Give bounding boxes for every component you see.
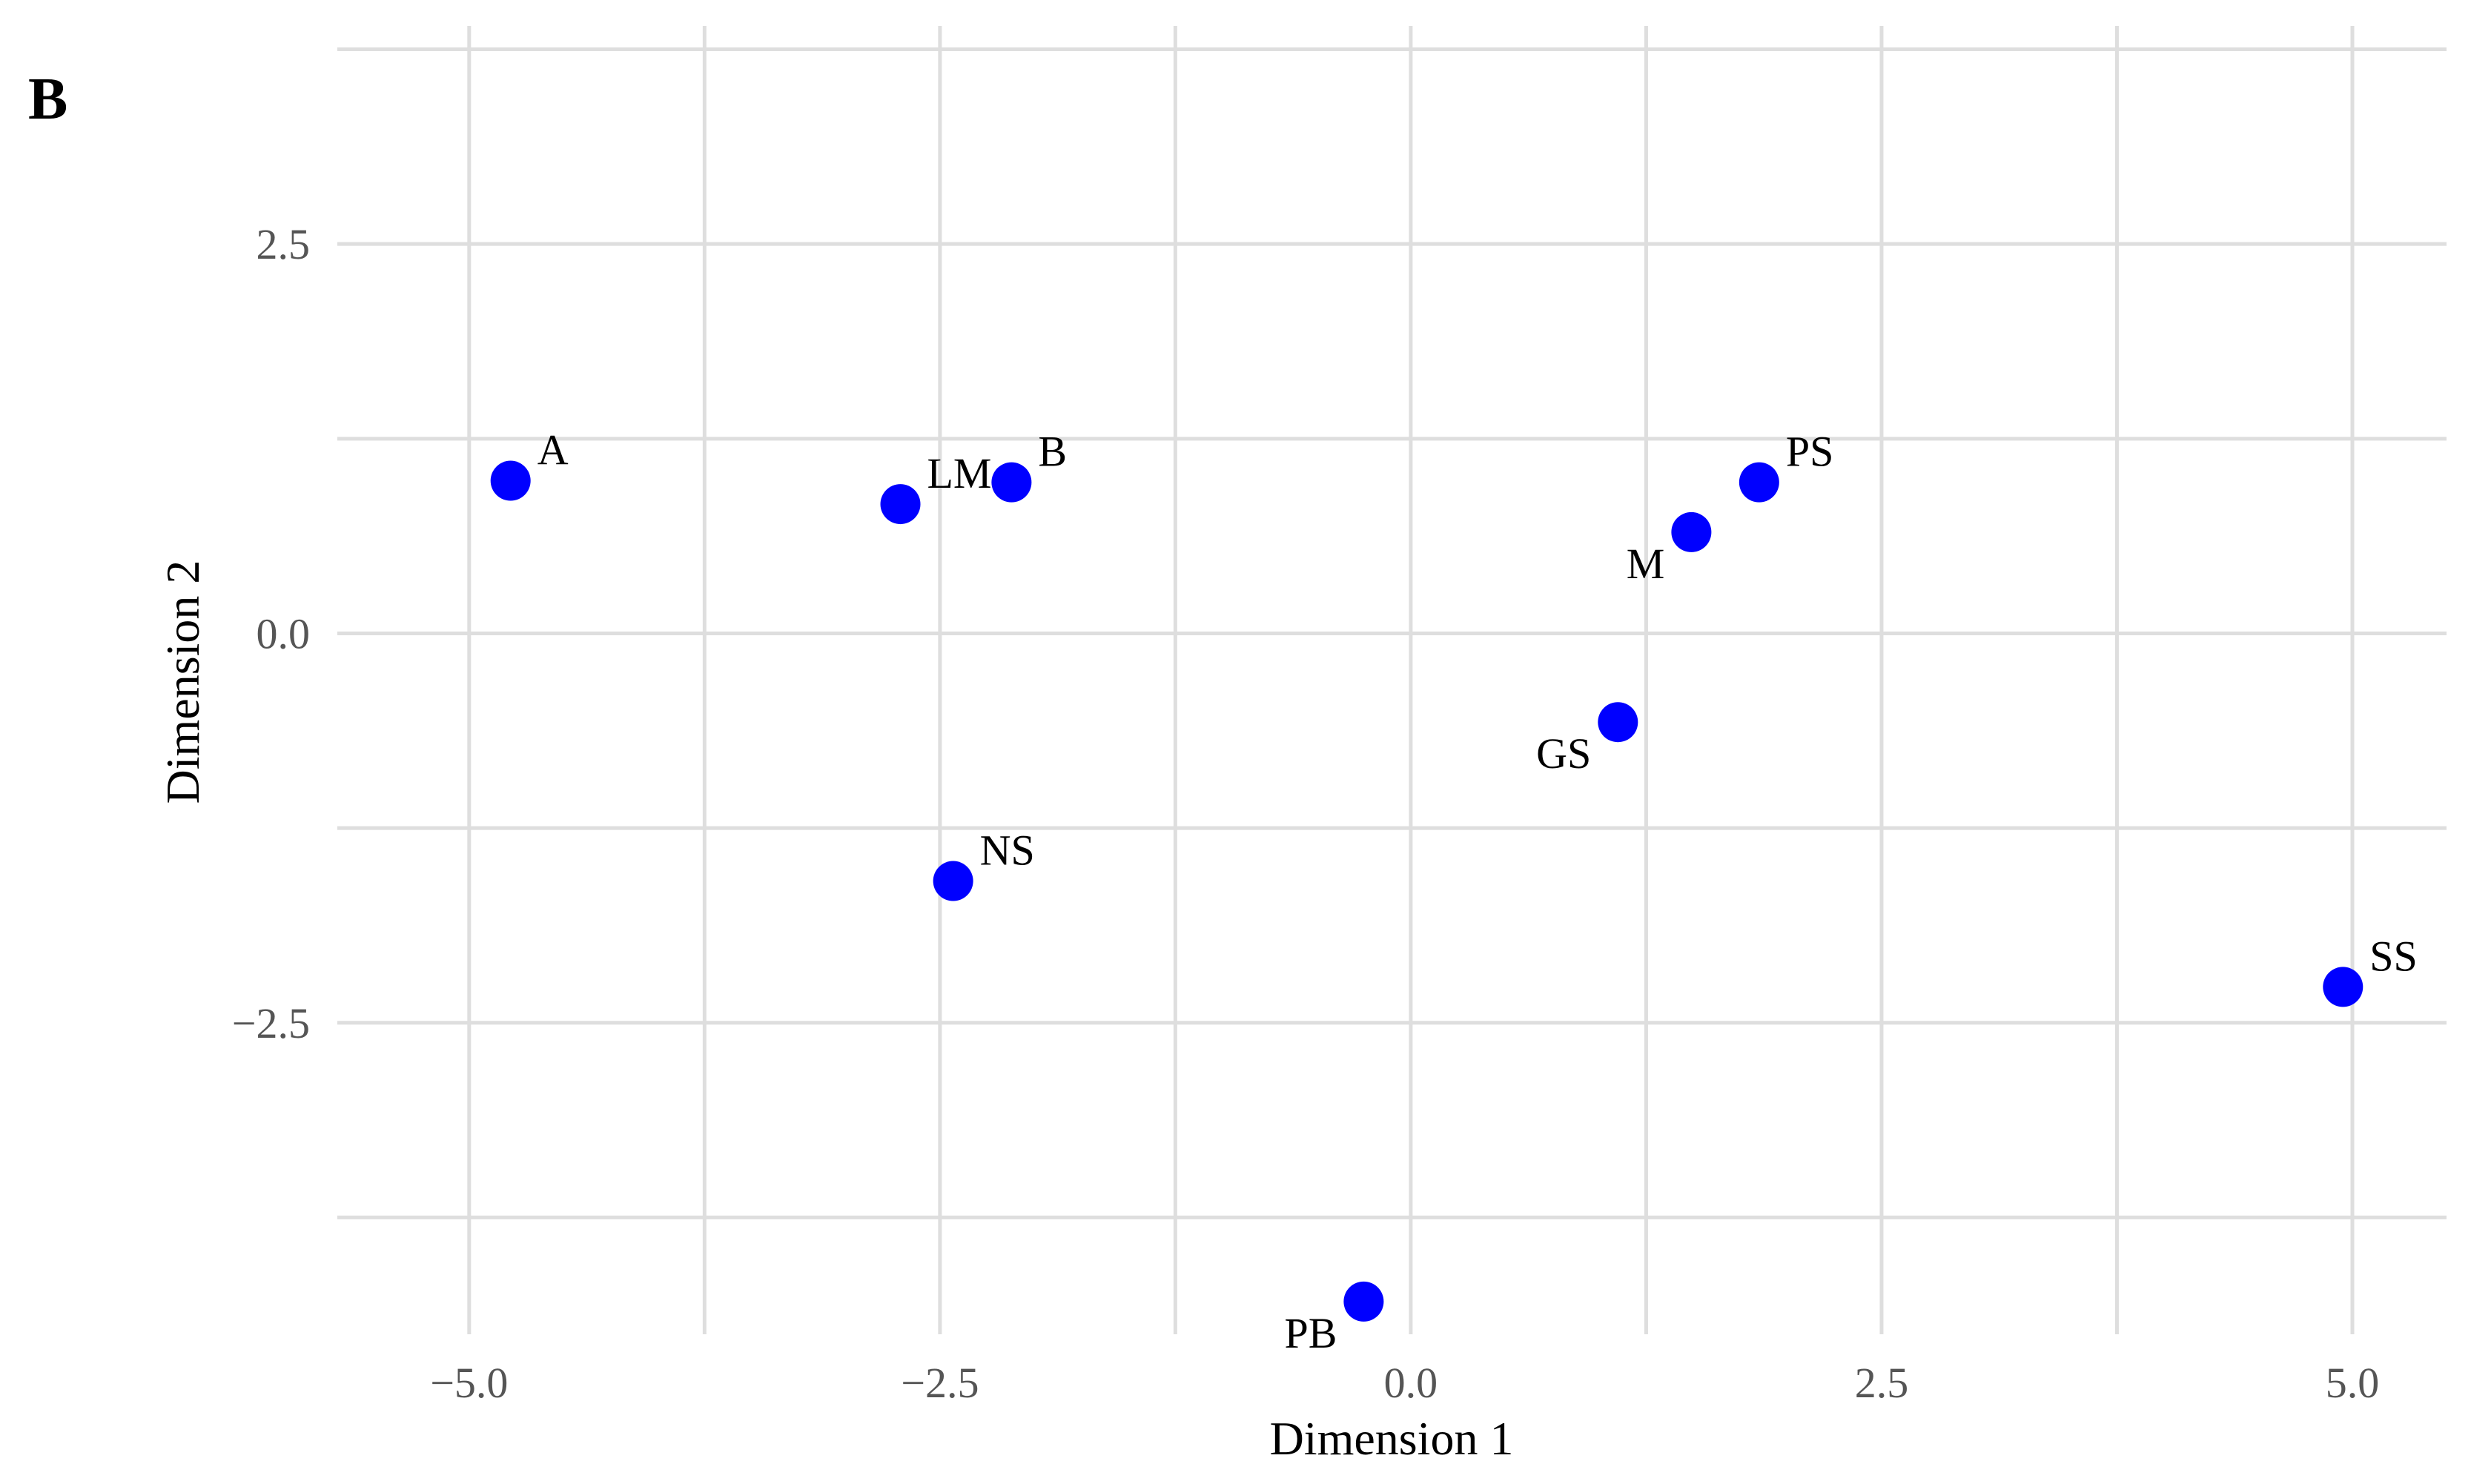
- x-axis-title: Dimension 1: [1270, 1412, 1514, 1465]
- data-point: [880, 484, 921, 525]
- y-tick-label: 2.5: [257, 220, 311, 268]
- data-point: [933, 861, 973, 901]
- data-point: [1343, 1281, 1384, 1322]
- data-point: [1598, 702, 1638, 743]
- panel-letter: B: [28, 67, 67, 132]
- data-point: [2323, 967, 2364, 1007]
- y-tick-label: −2.5: [232, 999, 310, 1047]
- data-point: [1671, 511, 1712, 552]
- y-tick-label: 0.0: [257, 609, 311, 657]
- data-point-label: M: [1627, 540, 1665, 588]
- data-point-label: B: [1038, 428, 1067, 476]
- data-point-label: GS: [1536, 729, 1591, 778]
- x-tick-label: 5.0: [2326, 1359, 2380, 1407]
- data-point-label: PS: [1786, 428, 1834, 476]
- data-point-label: SS: [2369, 932, 2418, 980]
- data-points: ALMBNSPBGSMPSGNSS: [490, 426, 2418, 1357]
- data-point-label: NS: [980, 827, 1035, 875]
- y-axis-title: Dimension 2: [156, 560, 209, 804]
- data-point: [991, 462, 1032, 503]
- data-point-label: PB: [1284, 1309, 1337, 1357]
- grid: [337, 26, 2447, 1334]
- x-tick-label: 0.0: [1384, 1359, 1438, 1407]
- x-tick-label: −2.5: [901, 1359, 979, 1407]
- x-tick-labels: −5.0 −2.5 0.0 2.5 5.0: [430, 1359, 2379, 1407]
- data-point: [1739, 462, 1779, 503]
- y-tick-labels: −2.5 0.0 2.5: [232, 220, 310, 1047]
- x-tick-label: 2.5: [1855, 1359, 1909, 1407]
- data-point-label: A: [537, 426, 569, 474]
- x-tick-label: −5.0: [430, 1359, 508, 1407]
- data-point-label: LM: [927, 449, 992, 497]
- data-point: [490, 460, 531, 501]
